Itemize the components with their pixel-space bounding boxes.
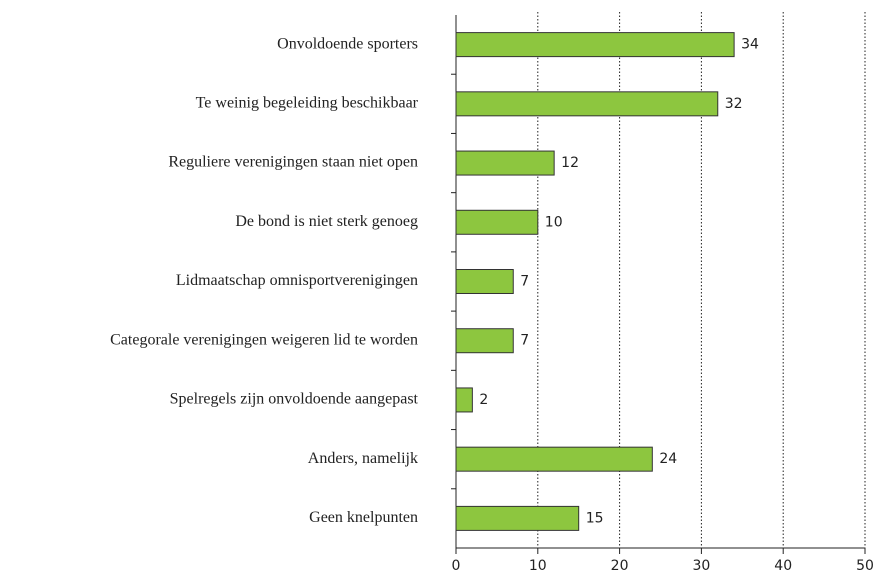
y-tick-label: Lidmaatschap omnisportverenigingen: [176, 272, 418, 289]
bar: [455, 505, 580, 531]
x-tick-label: 10: [529, 558, 547, 574]
value-label: 10: [545, 214, 563, 230]
x-tick-label: 30: [692, 558, 710, 574]
value-label: 7: [520, 274, 529, 290]
y-tick-label: Geen knelpunten: [309, 509, 418, 526]
bar: [455, 32, 735, 58]
value-label: 2: [479, 392, 488, 408]
y-tick-label: De bond is niet sterk genoeg: [235, 213, 418, 230]
value-label: 34: [741, 37, 759, 53]
x-tick-label: 40: [774, 558, 792, 574]
bar: [455, 91, 719, 117]
value-label: 7: [520, 333, 529, 349]
bar: [455, 209, 539, 235]
bar: [455, 387, 473, 413]
x-tick-label: 20: [611, 558, 629, 574]
value-label: 12: [561, 155, 579, 171]
y-tick-label: Spelregels zijn onvoldoende aangepast: [170, 391, 419, 408]
x-tick-label: 0: [452, 558, 461, 574]
bar: [455, 328, 514, 354]
y-tick-label: Onvoldoende sporters: [277, 35, 418, 52]
y-tick-label: Reguliere verenigingen staan niet open: [168, 154, 418, 171]
y-tick-label: Anders, namelijk: [308, 450, 418, 467]
bar: [455, 150, 555, 176]
value-label: 24: [659, 451, 677, 467]
bar: [455, 446, 653, 472]
y-tick-label: Categorale verenigingen weigeren lid te …: [110, 331, 418, 348]
value-label: 15: [586, 510, 604, 526]
y-tick-label: Te weinig begeleiding beschikbaar: [196, 95, 419, 112]
x-tick-label: 50: [856, 558, 874, 574]
value-label: 32: [725, 96, 743, 112]
bar: [455, 269, 514, 294]
